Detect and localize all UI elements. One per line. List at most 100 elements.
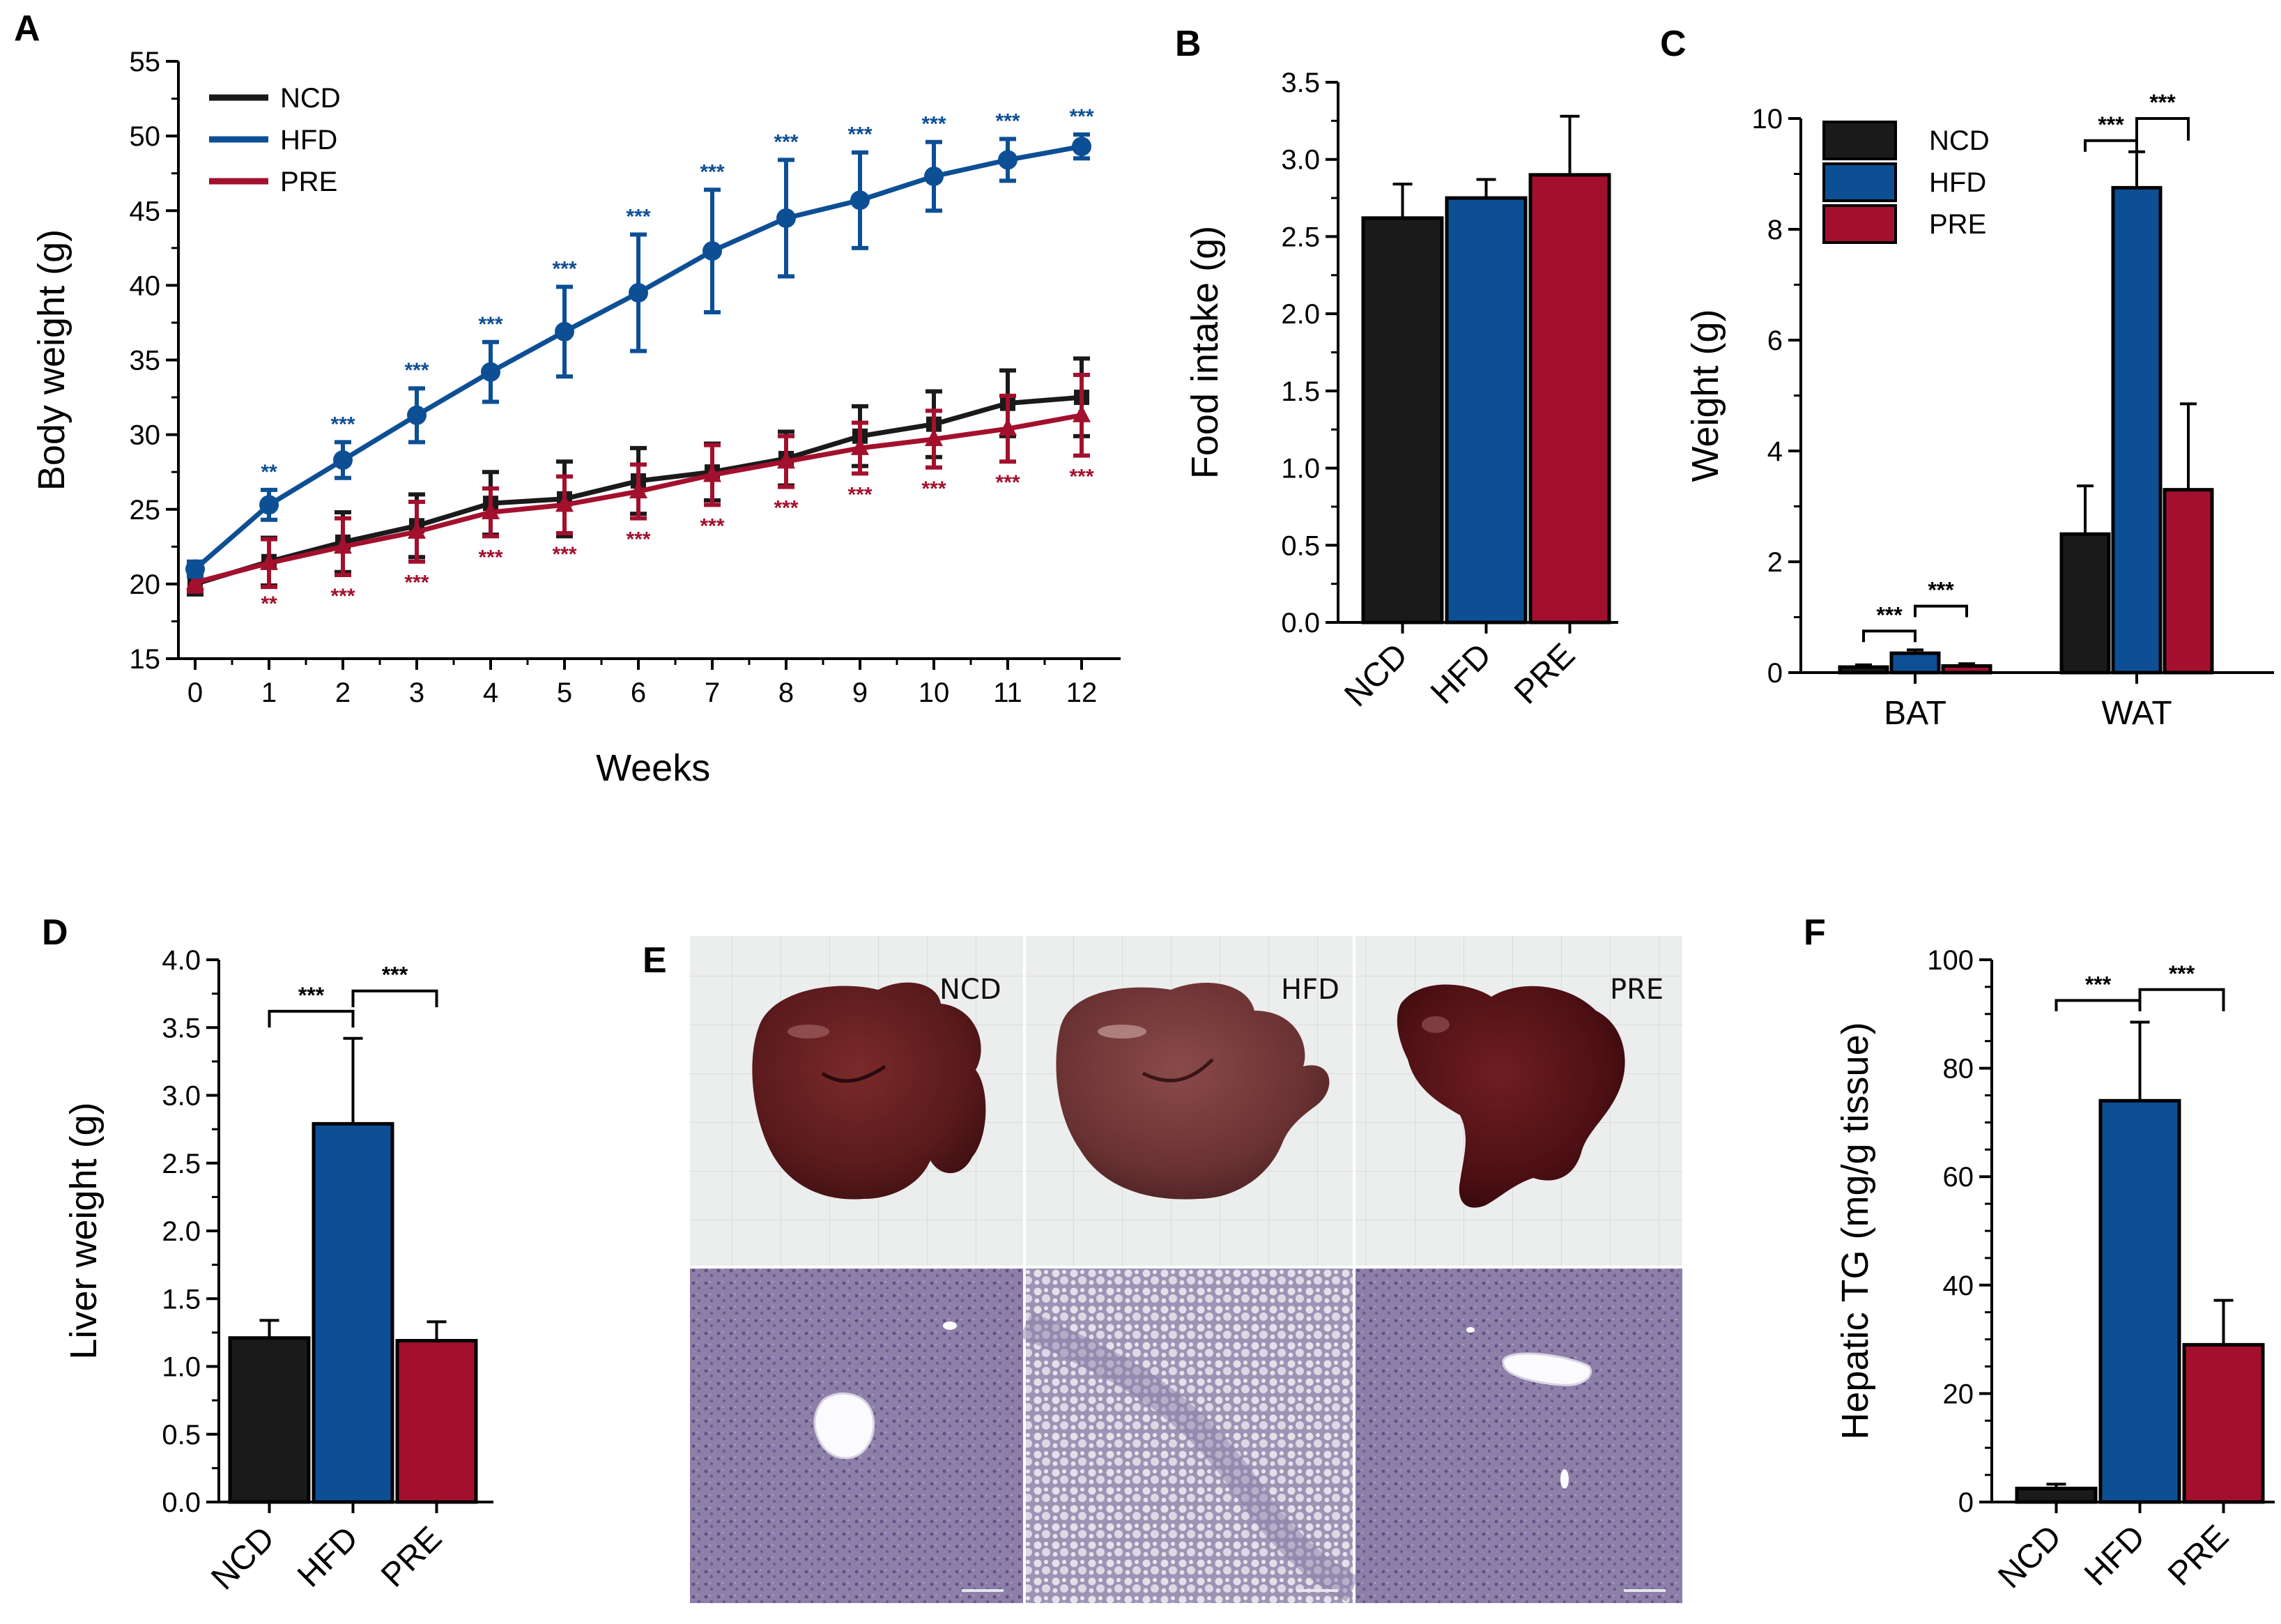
- significance-label: ***: [2149, 90, 2176, 115]
- y-tick-label: 55: [130, 47, 161, 77]
- significance-hfd: **: [261, 461, 277, 484]
- data-point-pre: [777, 451, 795, 469]
- data-point-hfd: [185, 559, 205, 579]
- category-label: NCD: [1991, 1518, 2068, 1595]
- data-point-hfd: [259, 495, 279, 515]
- y-tick-label: 60: [1943, 1162, 1974, 1193]
- panel-c-fat-weight-chart: 0 2 4 6 8 10 Weight (g) BAT WAT *** *** *** *** NCD HF…: [1684, 90, 2274, 732]
- y-tick-label: 1.0: [1281, 454, 1320, 484]
- category-label: HFD: [291, 1519, 365, 1594]
- x-tick-label: 0: [187, 677, 203, 708]
- y-tick-label: 30: [130, 420, 161, 451]
- significance-hfd: ***: [700, 160, 724, 183]
- bar-bat-ncd: [1838, 665, 1889, 675]
- data-point-pre: [482, 502, 500, 520]
- data-point-pre: [851, 437, 869, 455]
- panel-letter-b: B: [1175, 24, 1201, 64]
- significance-bracket: [2135, 117, 2190, 141]
- bar-wat-ncd: [2059, 532, 2111, 675]
- data-point-hfd: [702, 241, 722, 261]
- panel-d-liver-weight-chart: 0.0 0.5 1.0 1.5 2.0 2.5 3.0 3.5 4.0 Liver weight …: [63, 945, 493, 1597]
- x-tick-label: 1: [261, 677, 277, 708]
- legend-swatch-hfd: [1822, 162, 1897, 202]
- data-point-hfd: [924, 166, 944, 186]
- central-vein-pre: [1502, 1352, 1592, 1386]
- y-tick-label: 1.5: [1281, 376, 1320, 407]
- y-tick-label: 3.5: [1281, 68, 1320, 98]
- photo-label-hfd: HFD: [1281, 974, 1339, 1006]
- legend-label-pre: PRE: [1929, 209, 1986, 240]
- panel-letter-e: E: [643, 940, 667, 981]
- x-tick-label: 12: [1066, 677, 1098, 708]
- significance-pre: ***: [552, 543, 576, 566]
- legend-label-ncd: NCD: [280, 83, 341, 114]
- panel-letter-f: F: [1804, 912, 1826, 953]
- y-tick-label: 6: [1767, 325, 1783, 356]
- significance-label: ***: [2085, 972, 2112, 997]
- significance-pre: ***: [995, 471, 1020, 494]
- panel-letter-c: C: [1660, 24, 1687, 64]
- y-tick-label: 0: [1767, 658, 1783, 689]
- category-label: WAT: [2101, 695, 2172, 732]
- photo-label-ncd: NCD: [939, 974, 1001, 1006]
- legend-label-pre: PRE: [280, 167, 337, 197]
- y-tick-label: 15: [130, 644, 161, 675]
- significance-hfd: ***: [626, 206, 650, 229]
- bar-wat-pre: [2163, 488, 2214, 675]
- legend-swatch-ncd: [1822, 121, 1897, 160]
- bar-ncd: [228, 1336, 311, 1504]
- y-tick-label: 40: [1943, 1271, 1974, 1301]
- significance-hfd: ***: [404, 359, 429, 382]
- y-tick-label: 2: [1767, 547, 1783, 578]
- data-point-pre: [629, 481, 647, 499]
- data-point-pre: [555, 494, 574, 512]
- data-point-pre: [260, 552, 278, 570]
- bar-ncd: [2015, 1487, 2098, 1504]
- panel-f-hepatic-tg-chart: 0 20 40 60 80 100 Hepatic TG (mg/g tissue) NCD H…: [1834, 945, 2275, 1595]
- x-tick-label: 5: [557, 677, 572, 708]
- photo-label-pre: PRE: [1610, 974, 1664, 1006]
- category-label: HFD: [2078, 1518, 2152, 1593]
- y-tick-label: 0.0: [162, 1487, 201, 1518]
- significance-pre: ***: [847, 483, 872, 506]
- significance-pre: ***: [330, 585, 355, 608]
- x-axis-title: Weeks: [596, 747, 710, 789]
- data-point-pre: [999, 418, 1017, 436]
- histology-pre: [1355, 1269, 1682, 1603]
- data-point-hfd: [776, 208, 796, 228]
- category-label: PRE: [374, 1519, 449, 1594]
- y-tick-label: 2.0: [1281, 299, 1320, 330]
- data-point-hfd: [481, 362, 500, 382]
- y-tick-label: 2.5: [162, 1149, 201, 1179]
- y-tick-label: 0.5: [1281, 530, 1320, 561]
- category-label: BAT: [1884, 695, 1946, 732]
- significance-hfd: ***: [1069, 105, 1093, 128]
- category-label: HFD: [1424, 636, 1498, 711]
- y-tick-label: 3.0: [162, 1081, 201, 1112]
- x-tick-label: 10: [919, 677, 950, 708]
- liver-highlight: [1422, 1016, 1450, 1033]
- data-point-pre: [334, 536, 352, 554]
- significance-pre: ***: [1069, 466, 1093, 489]
- category-label: NCD: [1337, 636, 1415, 714]
- significance-hfd: ***: [995, 109, 1020, 132]
- scale-bar: [1624, 1589, 1666, 1592]
- legend-swatch-pre: [1822, 204, 1897, 244]
- central-vein-ncd: [813, 1392, 875, 1460]
- significance-hfd: ***: [478, 313, 502, 336]
- data-point-hfd: [555, 321, 574, 342]
- bar-wat-hfd: [2111, 185, 2163, 675]
- significance-pre: ***: [626, 528, 650, 551]
- data-point-hfd: [407, 405, 427, 425]
- liver-fissure: [1142, 1058, 1214, 1082]
- x-tick-label: 8: [778, 677, 794, 708]
- bar-pre: [1528, 173, 1611, 625]
- bar-pre: [395, 1339, 478, 1504]
- significance-bracket: [2138, 988, 2225, 1011]
- significance-pre: ***: [478, 546, 502, 569]
- legend-label-hfd: HFD: [280, 125, 337, 155]
- y-tick-label: 0.5: [162, 1420, 201, 1450]
- bar-bat-hfd: [1889, 651, 1941, 675]
